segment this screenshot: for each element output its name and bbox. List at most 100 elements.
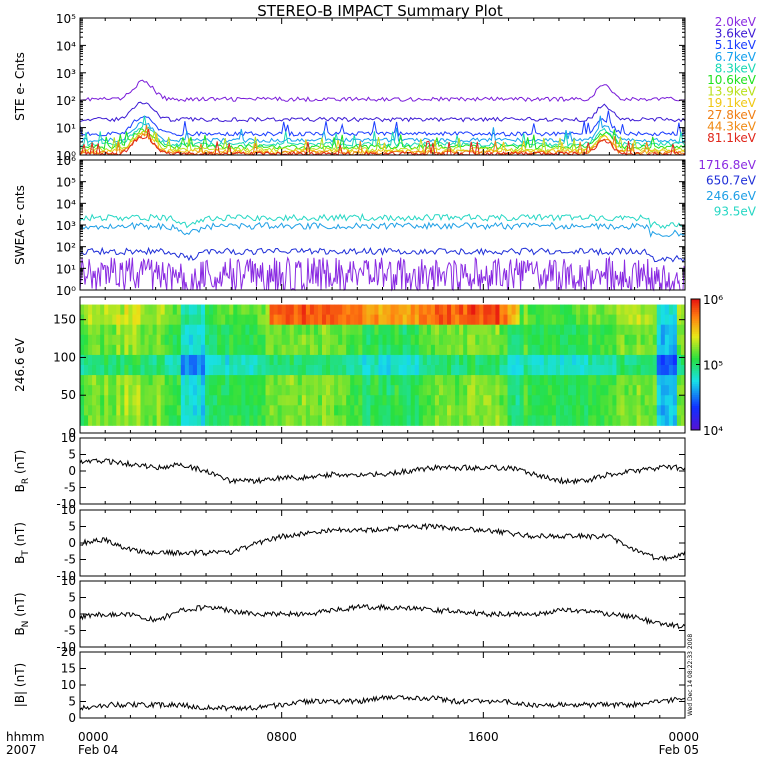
heatmap-cell [140,375,145,386]
heatmap-cell [140,324,145,336]
heatmap-cell [176,304,182,316]
heatmap-cell [293,304,299,316]
heatmap-cell [261,354,266,366]
heatmap-cell [680,385,686,396]
heatmap-cell [576,415,581,426]
heatmap-cell [196,334,202,346]
heatmap-cell [180,344,186,356]
heatmap-cell [438,314,444,326]
heatmap-cell [463,304,468,316]
heatmap-cell [672,415,678,426]
heatmap-cell [588,385,593,396]
heatmap-cell [317,365,323,376]
heatmap-cell [656,304,662,316]
heatmap-cell [463,344,468,356]
heatmap-cell [564,385,569,396]
heatmap-cell [668,304,674,316]
heatmap-cell [640,324,646,336]
heatmap-cell [229,415,234,426]
heatmap-cell [410,304,416,316]
heatmap-cell [564,405,569,416]
heatmap-cell [168,365,174,376]
heatmap-cell [414,375,420,386]
heatmap-cell [676,324,682,336]
heatmap-cell [358,314,363,326]
heatmap-cell [309,395,315,406]
heatmap-cell [656,385,662,396]
heatmap-cell [100,415,105,426]
heatmap-cell [555,304,561,316]
heatmap-cell [92,344,97,356]
heatmap-cell [608,314,613,326]
heatmap-cell [632,334,637,346]
heatmap-cell [346,375,351,386]
heatmap-cell [664,395,670,406]
heatmap-cell [608,334,613,346]
heatmap-cell [188,415,194,426]
heatmap-cell [600,415,605,426]
ste-series-4 [79,115,686,148]
heatmap-cell [632,375,637,386]
heatmap-cell [531,324,537,336]
heatmap-cell [418,324,424,336]
heatmap-cell [451,405,456,416]
heatmap-cell [402,365,408,376]
heatmap-cell [628,314,633,326]
heatmap-cell [499,334,504,346]
heatmap-cell [370,405,375,416]
heatmap-cell [196,354,202,366]
heatmap-cell [277,365,283,376]
heatmap-cell [301,365,307,376]
heatmap-cell [612,344,617,356]
heatmap-cell [487,334,492,346]
heatmap-cell [451,354,456,366]
heatmap-cell [499,395,504,406]
heatmap-cell [596,365,601,376]
heatmap-cell [338,354,343,366]
heatmap-cell [559,405,565,416]
heatmap-cell [584,314,589,326]
heatmap-cell [652,344,658,356]
bn-frame [79,580,686,648]
heatmap-cell [358,344,363,356]
heatmap-cell [483,375,488,386]
heatmap-cell [515,365,521,376]
heatmap-cell [289,395,295,406]
heatmap-cell [233,314,238,326]
heatmap-cell [233,324,238,336]
heatmap-cell [217,385,222,396]
br-y-tick-label: -5 [64,481,76,495]
heatmap-cell [233,395,238,406]
heatmap-cell [366,354,371,366]
heatmap-cell [592,304,597,316]
heatmap-cell [120,385,125,396]
heatmap-cell [386,365,391,376]
heatmap-cell [330,324,335,336]
heatmap-cell [438,395,444,406]
heatmap-cell [108,314,113,326]
heatmap-cell [277,405,283,416]
heatmap-cell [455,314,460,326]
heatmap-cell [366,344,371,356]
heatmap-cell [148,365,153,376]
heatmap-cell [253,324,258,336]
heatmap-cell [108,405,113,416]
heatmap-cell [241,405,246,416]
heatmap-cell [443,324,448,336]
heatmap-cell [213,395,218,406]
heatmap-cell [434,395,440,406]
heatmap-cell [459,415,464,426]
heatmap-cell [330,314,335,326]
heatmap-cell [443,375,448,386]
heatmap-cell [636,304,642,316]
heatmap-cell [354,365,359,376]
pad-y-tick-label: 150 [53,313,76,327]
heatmap-cell [648,375,654,386]
heatmap-cell [398,314,404,326]
heatmap-cell [386,334,391,346]
heatmap-cell [273,385,279,396]
heatmap-cell [463,415,468,426]
